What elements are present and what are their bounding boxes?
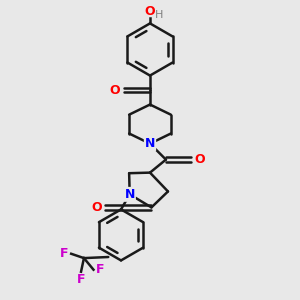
Text: N: N — [124, 188, 135, 201]
Text: H: H — [155, 10, 164, 20]
Text: O: O — [145, 5, 155, 18]
Text: O: O — [110, 83, 120, 97]
Text: F: F — [96, 263, 104, 276]
Text: N: N — [145, 137, 155, 150]
Text: O: O — [194, 153, 205, 166]
Text: F: F — [60, 247, 69, 260]
Text: F: F — [77, 273, 85, 286]
Text: O: O — [91, 201, 102, 214]
